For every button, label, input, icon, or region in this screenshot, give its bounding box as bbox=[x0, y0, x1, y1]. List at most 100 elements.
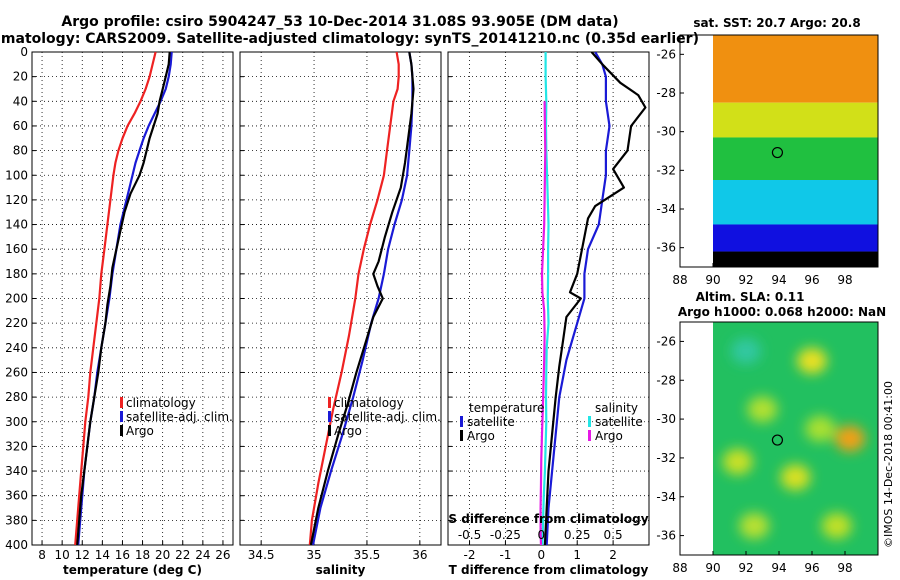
ytick-label: 260 bbox=[5, 365, 28, 379]
diff-s-tick-label: -0.5 bbox=[458, 528, 481, 542]
diff-legend-label: Argo bbox=[595, 429, 623, 443]
diff-axes-frame bbox=[447, 51, 650, 546]
temp-xtick-label: 26 bbox=[215, 548, 230, 562]
sla-ytick-label: -26 bbox=[656, 334, 676, 348]
temp-series-argo bbox=[76, 52, 171, 545]
diff-xtick-label: 0 bbox=[538, 548, 546, 562]
temp-xtick-label: 14 bbox=[95, 548, 110, 562]
sal-xtick-label: 34.5 bbox=[248, 548, 275, 562]
temperature-panel: 8 10 12 14 16 18 20 22 24 26020406080100120140160… bbox=[5, 45, 234, 577]
sla-blob-6 bbox=[780, 464, 811, 491]
sst-xtick-label: 90 bbox=[705, 273, 720, 287]
sal-legend-label: Argo bbox=[334, 424, 362, 438]
salinity-panel: 34.5 35 35.5 36 salinity climatologysatellite… bbox=[239, 51, 442, 577]
sst-map-title: sat. SST: 20.7 Argo: 20.8 bbox=[693, 16, 860, 30]
sal-legend-label: satellite-adj. clim. bbox=[334, 410, 441, 424]
diff-xlabel: T difference from climatology bbox=[449, 563, 649, 577]
ytick-label: 80 bbox=[13, 144, 28, 158]
sla-ytick-label: -36 bbox=[656, 529, 676, 543]
sst-band-0 bbox=[713, 35, 878, 103]
sla-blob-2 bbox=[747, 396, 778, 423]
ytick-label: 100 bbox=[5, 168, 28, 182]
sst-ytick-label: -28 bbox=[656, 86, 676, 100]
sal-series-climatology bbox=[308, 52, 400, 545]
sla-xtick-label: 96 bbox=[804, 561, 819, 575]
sla-blob-8 bbox=[821, 512, 852, 539]
ytick-label: 220 bbox=[5, 316, 28, 330]
diff-legend-label: satellite bbox=[595, 415, 643, 429]
sla-xtick-label: 98 bbox=[837, 561, 852, 575]
diff-s-tick-label: 0 bbox=[538, 528, 546, 542]
sst-band-2 bbox=[713, 137, 878, 180]
sst-ytick-label: -36 bbox=[656, 241, 676, 255]
diff-series-group bbox=[539, 52, 647, 545]
sla-map-subtitle: Argo h1000: 0.068 h2000: NaN bbox=[678, 305, 886, 319]
sst-image bbox=[713, 35, 878, 267]
sst-map-panel: 88 90 92 94 96 98 -26 -28 -30 -32 -34 -36 sat. SST: … bbox=[656, 16, 879, 287]
ytick-label: 180 bbox=[5, 267, 28, 281]
diff-s-tick-label: 0.5 bbox=[604, 528, 623, 542]
sla-ytick-label: -30 bbox=[656, 412, 676, 426]
diff-xtick-label: 2 bbox=[609, 548, 617, 562]
sla-map-panel: 88 90 92 94 96 98 -26 -28 -30 -32 -34 -36 Altim. SLA… bbox=[656, 290, 886, 575]
diff-legend-swatch bbox=[588, 430, 591, 441]
sst-band-3 bbox=[713, 180, 878, 225]
temp-xtick-label: 18 bbox=[135, 548, 150, 562]
ytick-label: 120 bbox=[5, 193, 28, 207]
temp-legend-label: Argo bbox=[126, 424, 154, 438]
temp-xtick-label: 8 bbox=[38, 548, 46, 562]
sla-blob-3 bbox=[805, 415, 836, 442]
sal-xtick-label: 36 bbox=[412, 548, 427, 562]
difference-panel: -2 -1 0 1 2T difference from climatology temp… bbox=[447, 51, 650, 577]
sla-xtick-label: 92 bbox=[738, 561, 753, 575]
diff-legend-swatch bbox=[588, 416, 591, 427]
sst-ytick-label: -32 bbox=[656, 163, 676, 177]
sal-series-group bbox=[308, 52, 415, 545]
sal-xtick-label: 35.5 bbox=[354, 548, 381, 562]
sst-xtick-label: 88 bbox=[672, 273, 687, 287]
diff-series-salinity-argo bbox=[539, 101, 547, 545]
temp-xtick-label: 12 bbox=[75, 548, 90, 562]
sst-xtick-label: 98 bbox=[837, 273, 852, 287]
temp-axes-frame bbox=[31, 51, 234, 546]
temp-xlabel: temperature (deg C) bbox=[63, 563, 202, 577]
sal-xtick-label: 35 bbox=[306, 548, 321, 562]
diff-series-temperature-satellite bbox=[545, 52, 611, 545]
sla-xtick-label: 88 bbox=[672, 561, 687, 575]
diff-legend-label: Argo bbox=[467, 429, 495, 443]
ytick-label: 360 bbox=[5, 489, 28, 503]
temp-xtick-label: 10 bbox=[55, 548, 70, 562]
ytick-label: 240 bbox=[5, 341, 28, 355]
sla-ytick-label: -28 bbox=[656, 373, 676, 387]
diff-legend-salinity-title: salinity bbox=[595, 401, 638, 415]
sla-argo-marker bbox=[771, 434, 784, 446]
temp-xtick-label: 16 bbox=[115, 548, 130, 562]
sla-ytick-label: -34 bbox=[656, 490, 676, 504]
sla-blob-7 bbox=[739, 512, 770, 539]
temp-series-climatology bbox=[74, 52, 157, 545]
diff-series-temperature-argo bbox=[543, 52, 647, 545]
sla-blob-4 bbox=[834, 425, 865, 452]
ytick-label: 200 bbox=[5, 292, 28, 306]
diff-s-tick-label: -0.25 bbox=[490, 528, 521, 542]
ytick-label: 400 bbox=[5, 538, 28, 552]
diff-legend-temperature-title: temperature bbox=[469, 401, 544, 415]
sst-xtick-label: 92 bbox=[738, 273, 753, 287]
ytick-label: 40 bbox=[13, 94, 28, 108]
ytick-label: 280 bbox=[5, 390, 28, 404]
sst-xtick-label: 96 bbox=[804, 273, 819, 287]
temp-xtick-label: 22 bbox=[175, 548, 190, 562]
sst-ytick-label: -30 bbox=[656, 125, 676, 139]
sla-blobs bbox=[722, 338, 865, 539]
temp-legend-swatch bbox=[120, 411, 123, 422]
diff-s-xlabel: S difference from climatology bbox=[448, 512, 648, 526]
chart-title-line1: Argo profile: csiro 5904247_53 10-Dec-20… bbox=[61, 14, 618, 30]
sla-blob-5 bbox=[722, 448, 753, 475]
diff-legend-label: satellite bbox=[467, 415, 515, 429]
sla-ytick-label: -32 bbox=[656, 451, 676, 465]
ytick-label: 320 bbox=[5, 439, 28, 453]
sla-blob-1 bbox=[797, 347, 827, 374]
temp-series-group bbox=[74, 52, 173, 545]
sla-image bbox=[713, 322, 878, 555]
